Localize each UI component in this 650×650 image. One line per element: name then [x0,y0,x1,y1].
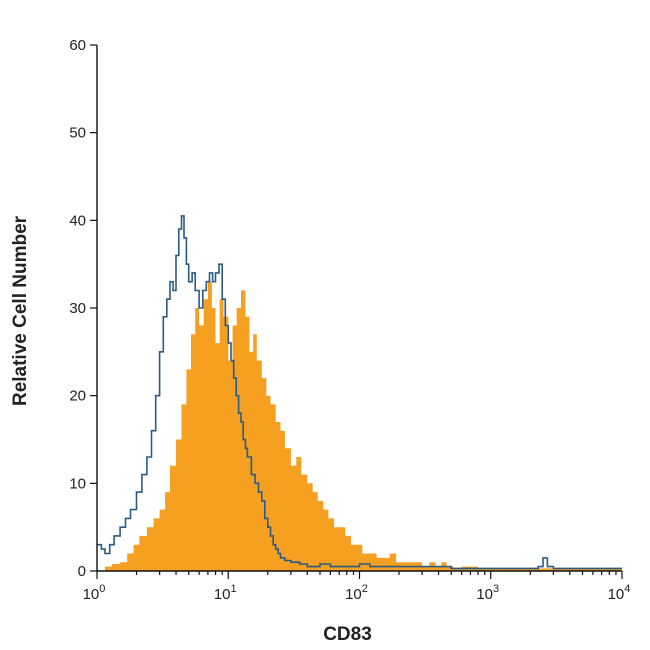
x-tick-label: 100 [83,583,106,603]
plot-series [97,215,622,571]
x-axis-title: CD83 [323,624,372,645]
x-tick-base: 10 [345,586,362,603]
x-tick-exponent: 1 [231,583,237,595]
x-tick-exponent: 2 [362,583,368,595]
x-tick-label: 102 [345,583,368,603]
y-tick-label: 30 [69,300,86,317]
series-0-filled-histogram [97,281,622,571]
x-tick-label: 103 [476,583,499,603]
x-tick-exponent: 0 [99,583,105,595]
x-ticks: 100 101 102 103 104 [83,571,631,603]
x-tick-exponent: 3 [493,583,499,595]
y-ticks: 0 10 20 30 40 50 60 [69,37,97,580]
x-tick-base: 10 [83,586,100,603]
series-1-outline-histogram [97,215,622,570]
x-tick-label: 104 [608,583,631,603]
y-tick-label: 20 [69,388,86,405]
x-tick-base: 10 [476,586,493,603]
x-tick-label: 101 [214,583,237,603]
y-tick-label: 10 [69,475,86,492]
y-axis-title: Relative Cell Number [10,215,31,406]
y-tick-label: 50 [69,125,86,142]
x-tick-exponent: 4 [624,583,630,595]
y-tick-label: 40 [69,212,86,229]
x-tick-base: 10 [608,586,625,603]
x-tick-base: 10 [214,586,231,603]
y-tick-label: 60 [69,37,86,54]
y-tick-label: 0 [78,563,86,580]
